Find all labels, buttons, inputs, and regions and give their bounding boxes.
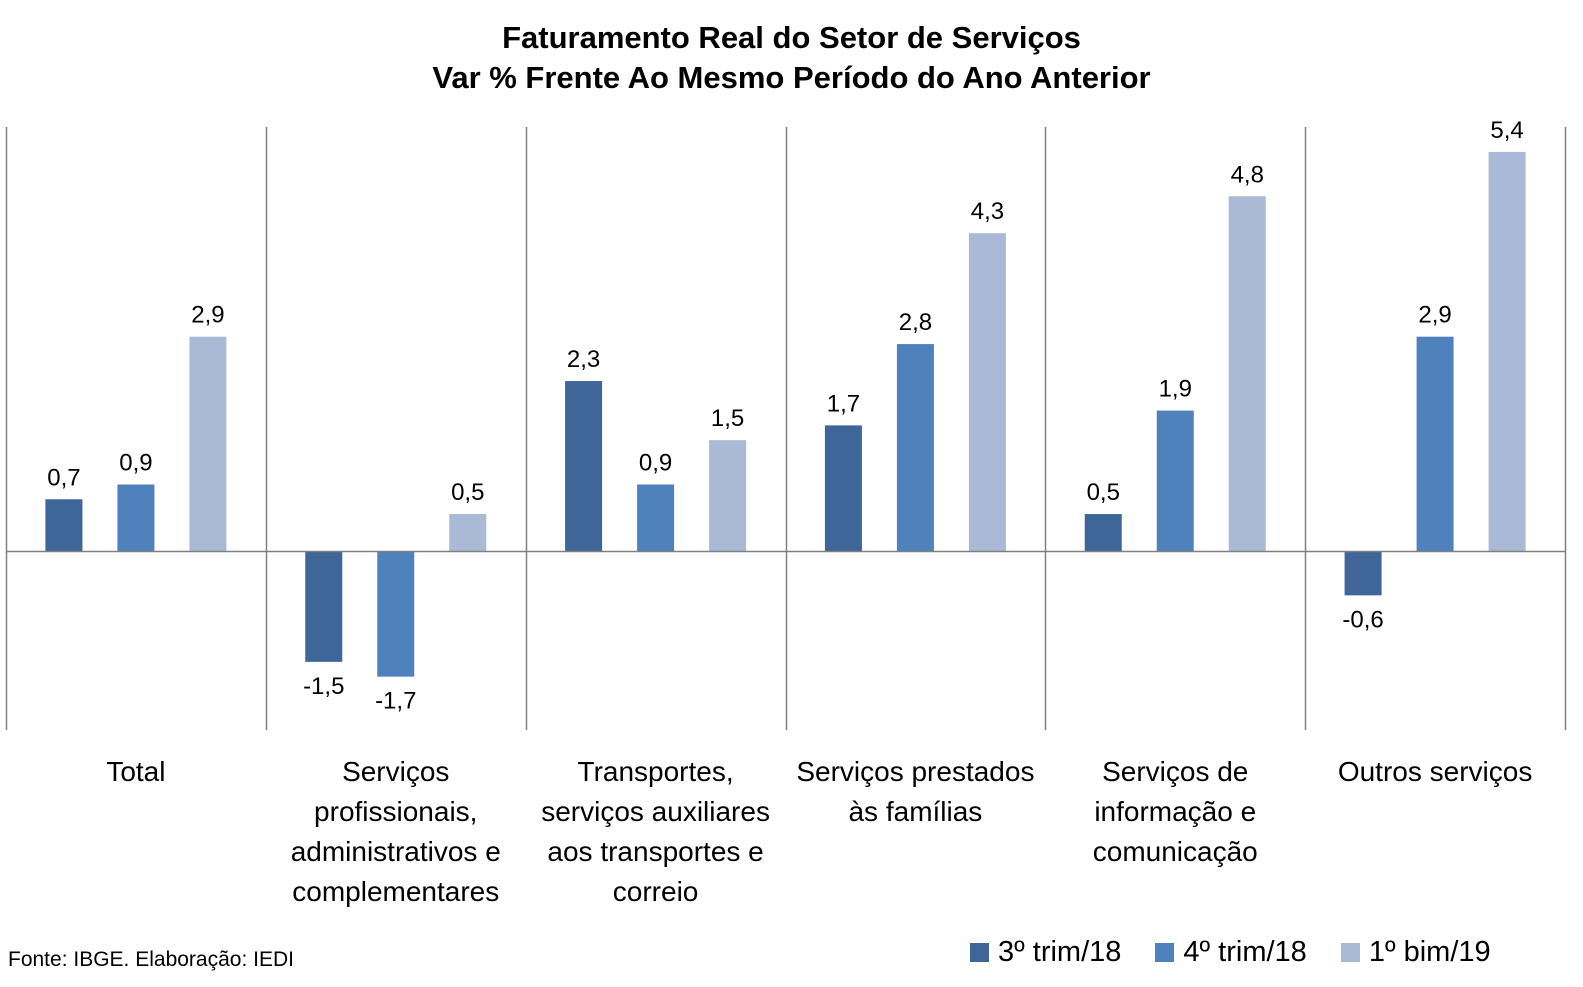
data-label: 0,9 xyxy=(119,449,152,476)
legend-item: 4º trim/18 xyxy=(1155,935,1307,969)
category-label-line: correio xyxy=(612,876,699,907)
category-label: Outros serviços xyxy=(1307,752,1563,792)
data-label: 1,7 xyxy=(827,390,860,417)
category-label: Serviços prestados às famílias xyxy=(787,752,1043,832)
legend-swatch xyxy=(1155,942,1175,962)
bar xyxy=(1156,410,1194,551)
bar xyxy=(824,425,862,551)
category-label: Transportes, serviços auxiliares aos trans… xyxy=(528,752,784,912)
data-label: 0,5 xyxy=(1087,479,1120,506)
category-label: Serviços de informação e comunicação xyxy=(1047,752,1303,872)
category-label-line: às famílias xyxy=(848,796,983,827)
data-label: -1,5 xyxy=(303,673,344,700)
legend-item: 1º bim/19 xyxy=(1340,935,1491,969)
data-label: 2,9 xyxy=(191,302,224,329)
bar xyxy=(709,440,747,551)
source-note: Fonte: IBGE. Elaboração: IEDI xyxy=(8,948,294,971)
data-label: 1,5 xyxy=(711,405,744,432)
category-label-line: complementares xyxy=(292,876,500,907)
legend-label: 1º bim/19 xyxy=(1368,936,1491,968)
bar xyxy=(1084,514,1122,551)
category-label: Total xyxy=(8,752,264,792)
category-label-line: Serviços de xyxy=(1102,756,1249,787)
bar xyxy=(189,336,227,551)
category-label-line: profissionais, xyxy=(314,796,478,827)
chart-title: Faturamento Real do Setor de Serviços Va… xyxy=(0,18,1583,98)
bar xyxy=(449,514,487,551)
legend-swatch xyxy=(1340,942,1360,962)
data-label: 5,4 xyxy=(1490,117,1523,144)
bar xyxy=(117,484,155,551)
category-label-line: Serviços xyxy=(342,756,450,787)
bar xyxy=(45,499,83,551)
data-label: 4,3 xyxy=(971,198,1004,225)
category-label-line: comunicação xyxy=(1092,836,1258,867)
data-label: 0,9 xyxy=(639,449,672,476)
bar xyxy=(377,551,415,677)
category-label-line: Transportes, xyxy=(577,756,734,787)
data-label: 0,7 xyxy=(47,464,80,491)
category-label-line: Outros serviços xyxy=(1337,756,1533,787)
legend-swatch xyxy=(970,942,989,962)
data-label: -1,7 xyxy=(375,688,416,715)
bar xyxy=(1344,551,1382,596)
chart-title-line-2: Var % Frente Ao Mesmo Período do Ano Ant… xyxy=(432,60,1151,95)
bar xyxy=(1488,151,1526,551)
bar xyxy=(896,344,934,551)
bar xyxy=(565,381,603,551)
bar xyxy=(305,551,343,662)
category-label-line: aos transportes e xyxy=(547,836,764,867)
category-label-line: Serviços prestados xyxy=(796,756,1035,787)
legend-label: 4º trim/18 xyxy=(1183,936,1307,968)
legend: 3º trim/18 4º trim/18 1º bim/19 xyxy=(970,932,1491,972)
data-label: 2,9 xyxy=(1418,302,1451,329)
category-label: Serviços profissionais, administrativos e c… xyxy=(268,752,524,912)
bar xyxy=(1416,336,1454,551)
data-label: 1,9 xyxy=(1159,376,1192,403)
data-label: 4,8 xyxy=(1231,161,1264,188)
chart-title-line-1: Faturamento Real do Setor de Serviços xyxy=(502,20,1081,55)
legend-label: 3º trim/18 xyxy=(998,936,1122,968)
data-label: 0,5 xyxy=(451,479,484,506)
legend-item: 3º trim/18 xyxy=(970,935,1121,969)
bar xyxy=(637,484,675,551)
category-label-line: Total xyxy=(106,756,166,787)
data-label: -0,6 xyxy=(1342,606,1383,633)
bar xyxy=(968,233,1006,552)
data-label: 2,3 xyxy=(567,346,600,373)
data-label: 2,8 xyxy=(899,309,932,336)
category-label-line: serviços auxiliares xyxy=(541,796,770,827)
category-label-line: informação e xyxy=(1094,796,1257,827)
bar xyxy=(1228,196,1266,551)
category-label-line: administrativos e xyxy=(290,836,501,867)
